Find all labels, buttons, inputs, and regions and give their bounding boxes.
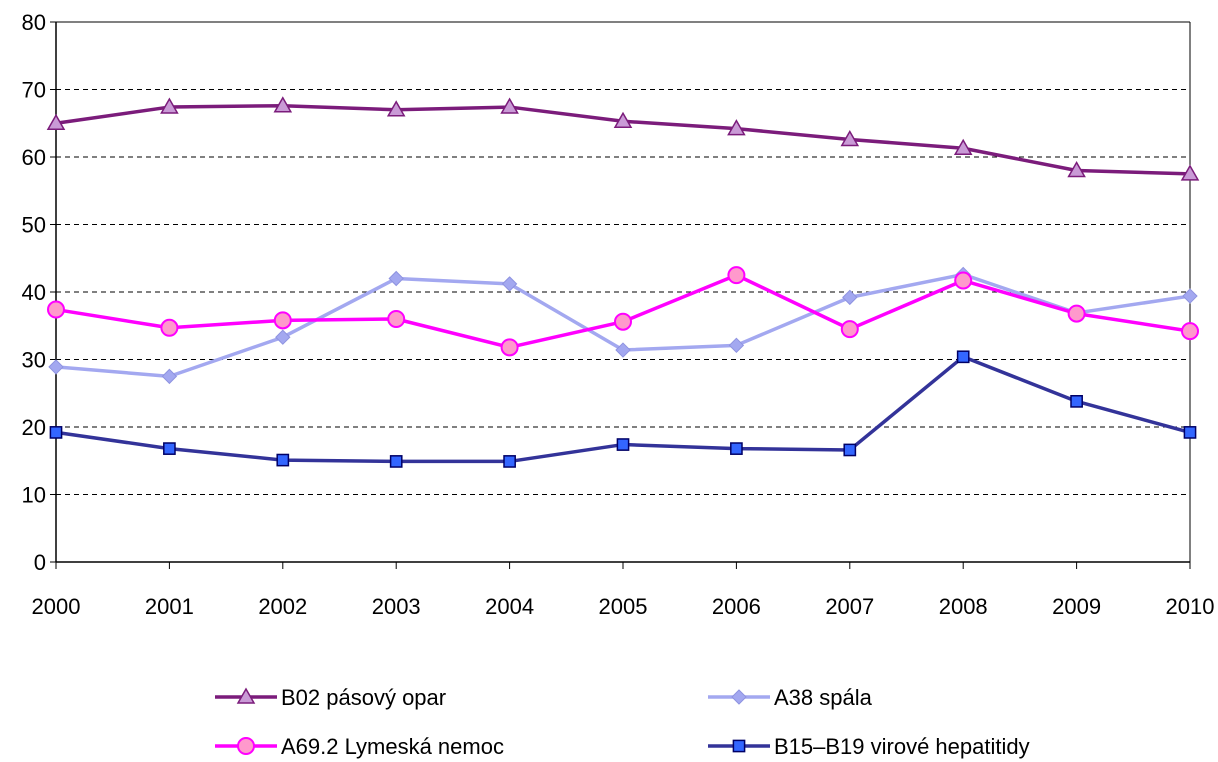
x-tick-label: 2002 (258, 594, 307, 619)
data-point (386, 100, 406, 117)
y-tick-label: 70 (22, 78, 46, 103)
legend-item: A38 spála (708, 685, 873, 710)
series-0 (46, 96, 1200, 181)
y-tick-label: 20 (22, 415, 46, 440)
data-point (273, 311, 292, 330)
data-point (1070, 395, 1083, 408)
data-point (389, 455, 403, 468)
x-tick-label: 2007 (825, 594, 874, 619)
data-point (616, 438, 630, 451)
y-tick-label: 10 (22, 483, 46, 508)
data-point (46, 113, 66, 130)
data-point (163, 442, 176, 455)
data-point (1180, 164, 1200, 181)
data-point (500, 338, 519, 357)
data-point (727, 119, 746, 136)
legend-label: A38 spála (774, 685, 873, 710)
data-point (388, 270, 404, 287)
y-tick-label: 40 (22, 280, 46, 305)
data-point (613, 111, 633, 128)
y-axis-ticks: 0 10 20 30 40 50 60 70 80 (22, 10, 56, 575)
x-axis-ticks: 2000 2001 2002 2003 2004 2005 2006 2007 2008 2009… (32, 562, 1215, 619)
series-3 (49, 350, 1197, 468)
x-tick-label: 2009 (1052, 594, 1101, 619)
legend-item: B15–B19 virové hepatitidy (708, 734, 1030, 759)
series-group (46, 96, 1200, 468)
y-tick-label: 30 (22, 348, 46, 373)
legend-marker (732, 739, 746, 753)
data-point (273, 96, 293, 113)
legend-marker (236, 687, 256, 704)
data-point (503, 455, 516, 468)
data-point (1067, 304, 1086, 323)
grid-lines (56, 21, 1190, 495)
data-point (1181, 322, 1199, 341)
x-tick-label: 2000 (32, 594, 81, 619)
data-point (48, 359, 64, 375)
data-point (49, 426, 63, 439)
y-tick-label: 80 (22, 10, 46, 35)
legend-label: B02 pásový opar (281, 685, 446, 710)
data-point (500, 97, 519, 114)
series-2 (47, 266, 1199, 357)
legend-item: A69.2 Lymeská nemoc (215, 734, 504, 759)
data-point (160, 97, 179, 114)
data-point (730, 442, 743, 455)
data-point (840, 129, 860, 147)
data-point (47, 300, 65, 319)
data-point (953, 138, 973, 155)
data-point (276, 453, 290, 467)
x-tick-label: 2010 (1166, 594, 1215, 619)
data-point (614, 312, 632, 331)
legend-item: B02 pásový opar (215, 685, 446, 710)
data-point (1183, 426, 1197, 439)
series-1 (48, 266, 1198, 385)
legend-marker (731, 689, 747, 705)
y-tick-label: 50 (22, 213, 46, 238)
data-point (275, 329, 291, 345)
data-point (501, 276, 518, 292)
data-point (954, 271, 973, 290)
data-point (843, 443, 857, 457)
series-line (55, 273, 1191, 350)
legend-label: B15–B19 virové hepatitidy (774, 734, 1030, 759)
data-point (727, 266, 746, 285)
data-point (161, 368, 178, 385)
x-tick-label: 2006 (712, 594, 761, 619)
x-tick-label: 2003 (372, 594, 421, 619)
data-point (1182, 288, 1198, 304)
legend: B02 pásový opar A38 spála A69.2 Lymeská ne… (215, 685, 1030, 759)
data-point (160, 318, 179, 337)
x-tick-label: 2008 (939, 594, 988, 619)
x-tick-label: 2004 (485, 594, 534, 619)
data-point (840, 320, 859, 339)
data-point (387, 310, 406, 328)
data-point (615, 342, 631, 358)
x-tick-label: 2001 (145, 594, 194, 619)
data-point (956, 350, 970, 364)
legend-marker (237, 737, 255, 755)
y-tick-label: 60 (22, 145, 46, 170)
y-tick-label: 0 (34, 550, 46, 575)
data-point (1067, 160, 1086, 178)
legend-label: A69.2 Lymeská nemoc (281, 734, 504, 759)
data-point (842, 289, 858, 306)
data-point (728, 337, 745, 354)
x-tick-label: 2005 (599, 594, 648, 619)
